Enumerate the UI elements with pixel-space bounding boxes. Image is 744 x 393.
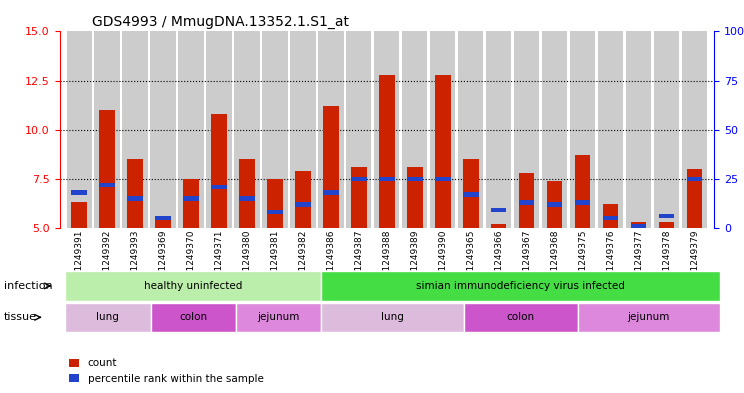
Bar [379,75,394,228]
Bar [346,31,371,228]
Bar [94,31,120,228]
Bar [211,185,227,189]
Bar [240,159,254,228]
Bar [542,31,568,228]
Bar [463,192,478,196]
Text: healthy uninfected: healthy uninfected [144,281,243,291]
Bar [659,214,674,219]
Bar [211,114,227,228]
Bar [351,167,367,228]
Text: colon: colon [507,312,535,322]
Text: infection: infection [4,281,52,291]
Bar [631,224,647,228]
Bar [659,222,674,228]
Bar [603,204,618,228]
Bar [234,31,260,228]
Bar [687,169,702,228]
Text: tissue: tissue [4,312,36,322]
Bar [687,177,702,181]
Bar [290,31,315,228]
Bar [155,220,170,228]
Bar [127,196,143,200]
Bar [487,31,511,228]
Bar [295,202,311,207]
Bar [519,173,534,228]
Bar [179,31,204,228]
Bar [374,31,400,228]
Bar [570,31,595,228]
Bar [547,202,562,207]
Bar [491,208,507,212]
Bar [351,177,367,181]
Bar [100,110,115,228]
Bar [631,222,647,228]
Legend: count, percentile rank within the sample: count, percentile rank within the sample [65,354,268,388]
Bar [323,190,339,195]
Bar [267,210,283,215]
Bar [491,224,507,228]
Bar [318,31,344,228]
Text: jejunum: jejunum [628,312,670,322]
Bar [71,202,87,228]
Bar [654,31,679,228]
Bar [463,159,478,228]
Bar [263,31,287,228]
Text: simian immunodeficiency virus infected: simian immunodeficiency virus infected [416,281,625,291]
Bar [407,167,423,228]
Bar [267,179,283,228]
Bar [379,177,394,181]
Bar [323,106,339,228]
Bar [155,216,170,220]
Bar [66,31,92,228]
Bar [206,31,231,228]
Bar [295,171,311,228]
Bar [100,182,115,187]
Text: colon: colon [179,312,208,322]
Bar [435,177,451,181]
Bar [682,31,708,228]
Bar [240,196,254,200]
Bar [626,31,651,228]
Text: GDS4993 / MmugDNA.13352.1.S1_at: GDS4993 / MmugDNA.13352.1.S1_at [92,15,349,29]
Bar [598,31,623,228]
Bar [547,181,562,228]
Bar [575,200,591,204]
Bar [150,31,176,228]
Bar [123,31,147,228]
Bar [435,75,451,228]
Bar [407,177,423,181]
Bar [403,31,428,228]
Bar [127,159,143,228]
Bar [603,216,618,220]
Bar [458,31,484,228]
Text: lung: lung [381,312,404,322]
Bar [430,31,455,228]
Bar [514,31,539,228]
Bar [183,196,199,200]
Text: lung: lung [97,312,119,322]
Bar [519,200,534,204]
Bar [183,179,199,228]
Bar [575,155,591,228]
Bar [71,190,87,195]
Text: jejunum: jejunum [257,312,300,322]
